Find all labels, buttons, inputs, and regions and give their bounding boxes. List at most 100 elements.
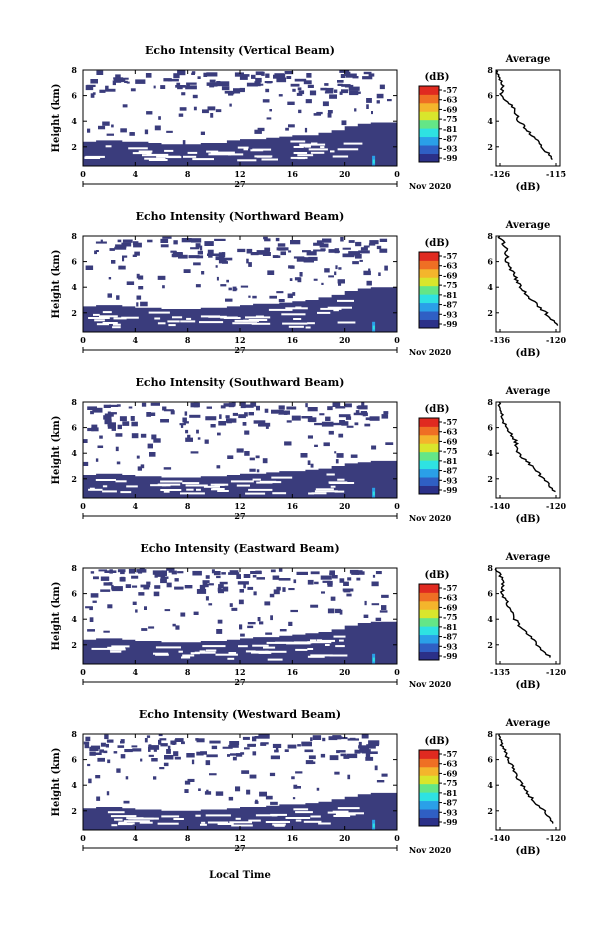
echo-patch xyxy=(239,75,248,80)
echo-patch xyxy=(307,84,314,88)
echo-gap xyxy=(333,635,346,638)
avg-x-tick-label: -140 xyxy=(490,833,510,843)
avg-y-tick-label: 6 xyxy=(487,423,493,433)
echo-gap xyxy=(180,492,205,495)
echo-patch xyxy=(338,750,346,753)
echo-patch xyxy=(94,250,97,255)
echo-patch xyxy=(368,740,380,745)
echo-patch xyxy=(132,748,142,752)
echo-gap xyxy=(231,824,253,827)
echo-patch xyxy=(172,623,176,627)
avg-x-tick-label: -120 xyxy=(546,667,566,677)
echo-patch xyxy=(304,127,308,133)
echo-patch xyxy=(358,405,368,410)
echo-gap xyxy=(299,143,326,146)
echo-patch xyxy=(136,295,142,300)
echo-patch xyxy=(170,410,175,415)
echo-patch xyxy=(90,410,94,415)
echo-patch xyxy=(238,414,246,419)
echo-gap xyxy=(160,480,183,483)
echo-gap xyxy=(173,818,184,820)
echo-patch xyxy=(218,584,224,589)
echo-patch xyxy=(106,739,114,743)
echo-patch xyxy=(298,90,305,95)
y-tick-label: 4 xyxy=(71,282,77,292)
echo-patch xyxy=(158,734,163,737)
echo-patch xyxy=(260,743,267,746)
echo-patch xyxy=(125,776,129,780)
echo-patch xyxy=(274,749,279,753)
echo-patch xyxy=(219,414,222,419)
echo-patch xyxy=(119,416,127,422)
echo-patch xyxy=(153,747,157,752)
echo-patch xyxy=(379,84,385,90)
echo-gap xyxy=(105,145,112,148)
echo-patch xyxy=(288,250,292,253)
echo-patch xyxy=(363,71,372,75)
echo-patch xyxy=(229,741,240,745)
echo-patch xyxy=(114,80,122,83)
echo-patch xyxy=(240,285,249,288)
echo-patch xyxy=(288,621,293,626)
echo-patch xyxy=(320,575,332,580)
echo-gap xyxy=(293,152,308,154)
echo-patch xyxy=(93,752,102,755)
colorbar-tick-label: -99 xyxy=(443,153,458,163)
echo-patch xyxy=(158,739,162,745)
echo-patch xyxy=(225,415,230,419)
echo-gap xyxy=(190,652,200,655)
echo-patch xyxy=(208,603,213,606)
echo-gap xyxy=(245,650,256,653)
echo-gap xyxy=(330,150,335,153)
echo-gap xyxy=(203,485,220,488)
echo-patch xyxy=(361,734,369,739)
echo-patch xyxy=(153,776,157,780)
echo-patch xyxy=(316,240,323,245)
echo-patch xyxy=(307,460,311,465)
echo-patch xyxy=(275,237,280,242)
echo-patch xyxy=(310,737,313,741)
avg-y-tick-label: 6 xyxy=(487,91,493,101)
echo-patch xyxy=(135,79,146,84)
echo-patch xyxy=(87,406,97,410)
echo-patch xyxy=(262,99,270,103)
avg-x-tick-label: -120 xyxy=(546,501,566,511)
echo-patch xyxy=(209,773,217,776)
echo-patch xyxy=(265,73,270,78)
echo-patch xyxy=(206,406,212,409)
echo-patch xyxy=(172,255,181,258)
echo-patch xyxy=(196,255,204,259)
echo-patch xyxy=(234,72,244,77)
echo-patch xyxy=(284,71,294,75)
colorbar-tick-label: -69 xyxy=(443,602,458,612)
echo-gap xyxy=(248,488,273,491)
echo-patch xyxy=(209,740,221,744)
date-label: 27 xyxy=(234,345,245,355)
echo-patch xyxy=(85,736,91,742)
echo-patch xyxy=(162,236,172,239)
echo-patch xyxy=(252,574,257,578)
echo-patch xyxy=(264,247,271,251)
echo-patch xyxy=(346,753,358,759)
echo-patch xyxy=(149,412,156,416)
echo-patch xyxy=(103,404,111,408)
echo-gap xyxy=(99,315,118,318)
echo-patch xyxy=(356,577,361,581)
x-tick-label: 4 xyxy=(133,501,139,511)
echo-patch xyxy=(122,239,133,243)
echo-patch xyxy=(339,91,343,95)
avg-x-tick-label: -140 xyxy=(490,501,510,511)
echo-patch xyxy=(247,625,254,629)
echo-gap xyxy=(95,479,116,481)
echo-patch xyxy=(161,570,167,576)
echo-patch xyxy=(244,430,250,435)
colorbar-tick-label: -57 xyxy=(443,583,457,593)
echo-patch xyxy=(321,421,334,427)
echo-patch xyxy=(216,276,219,281)
echo-patch xyxy=(359,259,363,262)
echo-patch xyxy=(369,416,380,421)
echo-patch xyxy=(341,84,351,87)
echo-gap xyxy=(307,648,314,650)
echo-patch xyxy=(329,570,335,576)
x-tick-label: 20 xyxy=(339,169,351,179)
